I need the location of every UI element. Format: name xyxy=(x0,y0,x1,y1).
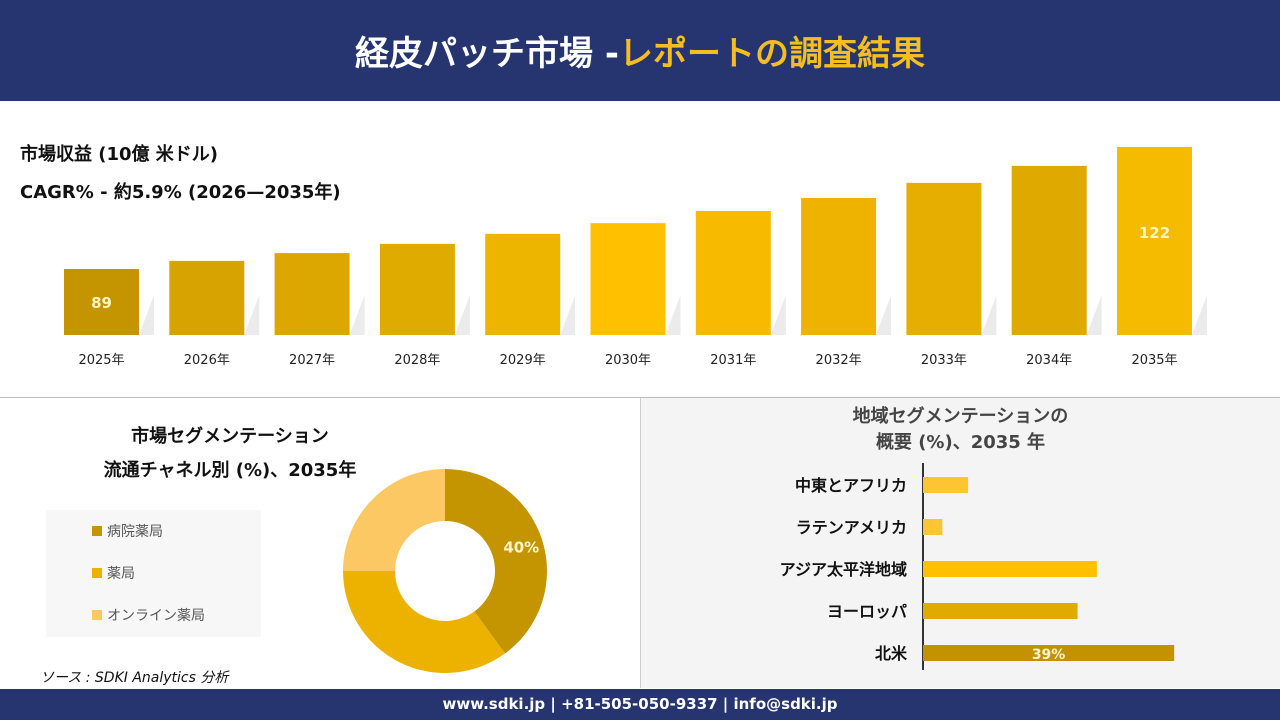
channel-chart-title: 市場セグメンテーション 流通チャネル別 (%)、2035年 xyxy=(20,420,440,488)
bar-category-label: 2031年 xyxy=(710,353,756,368)
divider xyxy=(0,397,1280,398)
legend-label: オンライン薬局 xyxy=(107,608,205,624)
cagr-text: CAGR% - 約5.9% (2026—2035年) xyxy=(20,182,341,203)
bar xyxy=(379,243,455,335)
region-label: ラテンアメリカ xyxy=(796,518,907,537)
bar-shadow xyxy=(244,295,260,335)
bar xyxy=(169,260,245,335)
bar-shadow xyxy=(1192,295,1207,335)
bar xyxy=(1117,147,1192,335)
bar-shadow xyxy=(454,295,470,335)
region-bar xyxy=(923,519,943,535)
region-bar xyxy=(923,645,1175,661)
bar-category-label: 2026年 xyxy=(184,353,230,368)
region-panel: 地域セグメンテーションの 概要 (%)、2035 年 中東とアフリカ ラテンアメリ… xyxy=(640,398,1280,688)
donut-legend: 病院薬局 薬局 オンライン薬局 xyxy=(46,510,261,637)
legend-item: オンライン薬局 xyxy=(92,594,261,636)
bar-shadow xyxy=(139,295,154,335)
bar-category-label: 2028年 xyxy=(394,353,440,368)
bar-shadow xyxy=(876,295,892,335)
region-bar xyxy=(923,603,1078,619)
revenue-title: 市場収益 (10億 米ドル) xyxy=(20,144,219,165)
bar-category-label: 2033年 xyxy=(921,353,967,368)
region-bar xyxy=(923,477,969,493)
bar-data-label: 89 xyxy=(91,294,112,312)
bar-shadow xyxy=(1086,295,1102,335)
bar-category-label: 2030年 xyxy=(605,353,651,368)
bar xyxy=(906,182,982,335)
legend-item: 薬局 xyxy=(92,552,261,594)
channel-title-line2: 流通チャネル別 (%)、2035年 xyxy=(103,460,357,481)
donut-data-label: 40% xyxy=(503,539,539,557)
header-banner: 経皮パッチ市場 - レポートの調査結果 xyxy=(0,0,1280,101)
title-accent: レポートの調査結果 xyxy=(618,34,925,74)
region-label: 北米 xyxy=(875,644,908,663)
legend-swatch xyxy=(92,568,102,578)
bar xyxy=(1011,165,1087,335)
bar-category-label: 2025年 xyxy=(78,353,124,368)
bar-category-label: 2029年 xyxy=(500,353,546,368)
bar-shadow xyxy=(770,295,786,335)
legend-label: 薬局 xyxy=(107,566,135,582)
legend-item: 病院薬局 xyxy=(92,510,261,552)
bar-shadow xyxy=(560,295,576,335)
donut-slice xyxy=(445,469,547,654)
region-title-line2: 概要 (%)、2035 年 xyxy=(875,432,1046,453)
bar xyxy=(485,233,561,335)
revenue-bar-chart: 2025年 89 2026年 2027年 2028年 2029年 2030年 2031年 203… xyxy=(64,147,1207,368)
region-chart-title: 地域セグメンテーションの 概要 (%)、2035 年 xyxy=(641,404,1280,456)
legend-label: 病院薬局 xyxy=(107,524,163,540)
legend-swatch xyxy=(92,526,102,536)
bar-category-label: 2032年 xyxy=(816,353,862,368)
bar xyxy=(695,210,771,335)
donut-slice xyxy=(343,571,505,673)
channel-donut-chart: 40% xyxy=(343,469,547,673)
bar xyxy=(590,223,666,335)
footer-contact: www.sdki.jp | +81-505-050-9337 | info@sd… xyxy=(0,689,1280,720)
donut-slice xyxy=(343,469,445,571)
region-title-line1: 地域セグメンテーションの xyxy=(852,406,1069,427)
region-label: アジア太平洋地域 xyxy=(780,560,907,579)
bar-category-label: 2027年 xyxy=(289,353,335,368)
legend-swatch xyxy=(92,610,102,620)
bar-category-label: 2035年 xyxy=(1131,353,1177,368)
source-note: ソース : SDKI Analytics 分析 xyxy=(40,670,229,686)
channel-title-line1: 市場セグメンテーション xyxy=(131,426,329,447)
bar xyxy=(64,269,139,335)
region-data-label: 39% xyxy=(1032,647,1066,663)
region-bar xyxy=(923,561,1097,577)
bar xyxy=(274,253,350,335)
bar-shadow xyxy=(349,295,365,335)
bar-data-label: 122 xyxy=(1139,224,1170,242)
bar-shadow xyxy=(665,295,681,335)
region-label: ヨーロッパ xyxy=(827,602,907,621)
bar-category-label: 2034年 xyxy=(1026,353,1072,368)
title-main: 経皮パッチ市場 - xyxy=(355,34,619,74)
bar-shadow xyxy=(981,295,997,335)
bar xyxy=(801,198,877,335)
region-label: 中東とアフリカ xyxy=(795,476,907,495)
